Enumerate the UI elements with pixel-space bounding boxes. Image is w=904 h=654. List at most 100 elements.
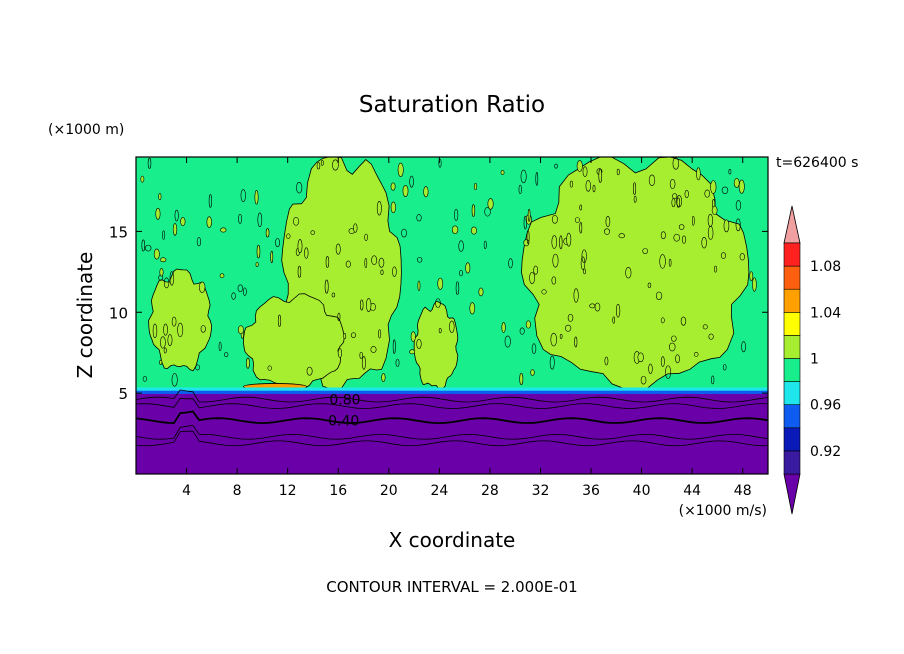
speckle-contour	[527, 208, 531, 222]
speckle-contour	[710, 180, 717, 194]
speckle-contour	[531, 343, 537, 354]
speckle-contour	[723, 219, 730, 233]
contour-line-label: 0.40	[328, 414, 359, 430]
y-tick-label: 5	[118, 385, 128, 403]
speckle-contour	[470, 226, 477, 235]
chart-title: Saturation Ratio	[359, 92, 545, 118]
speckle-contour	[618, 233, 625, 239]
colorbar-cell	[783, 288, 801, 313]
speckle-contour	[549, 355, 555, 370]
speckle-contour	[707, 225, 714, 240]
speckle-contour	[701, 237, 707, 249]
x-tick-label: 8	[233, 483, 242, 499]
speckle-contour	[541, 289, 547, 295]
speckle-contour	[655, 291, 663, 300]
contour-interval-label: CONTOUR INTERVAL = 2.000E-01	[326, 578, 577, 596]
speckle-contour	[378, 329, 382, 339]
speckle-contour	[672, 157, 680, 170]
speckle-contour	[616, 168, 620, 176]
speckle-contour	[465, 262, 471, 274]
speckle-contour	[519, 327, 525, 335]
contour-line	[135, 389, 769, 403]
speckle-contour	[665, 365, 672, 379]
speckle-contour	[402, 185, 409, 197]
x-tick-label: 12	[279, 483, 297, 499]
speckle-contour	[640, 375, 647, 385]
speckle-contour	[297, 239, 303, 254]
speckle-contour	[668, 342, 676, 352]
colorbar-tick-label: 1.08	[810, 259, 841, 275]
colorbar-tick-label: 0.96	[810, 398, 841, 414]
speckle-contour	[220, 227, 227, 233]
speckle-contour	[582, 166, 588, 177]
speckle-contour	[360, 299, 364, 311]
speckle-contour	[409, 175, 414, 188]
speckle-contour	[167, 334, 173, 346]
speckle-contour	[163, 277, 170, 289]
speckle-contour	[395, 358, 400, 367]
speckle-contour	[238, 213, 243, 224]
speckle-contour	[749, 271, 754, 282]
colorbar-cell	[783, 427, 801, 452]
colorbar-cell	[783, 265, 801, 290]
y-tick-label: 15	[109, 223, 128, 241]
speckle-contour	[160, 257, 167, 263]
speckle-contour	[565, 324, 572, 332]
speckle-contour	[633, 182, 637, 195]
speckle-contour	[604, 356, 609, 366]
speckle-contour	[316, 162, 321, 170]
speckle-contour	[615, 303, 621, 318]
speckle-contour	[714, 265, 718, 273]
speckle-contour	[438, 158, 442, 168]
speckle-contour	[171, 316, 177, 327]
speckle-contour	[672, 193, 678, 200]
speckle-contour	[246, 357, 250, 369]
speckle-contour	[711, 375, 715, 385]
speckle-contour	[381, 373, 386, 382]
speckle-contour	[270, 250, 274, 264]
time-label: t=626400 s	[776, 155, 858, 171]
speckle-contour	[696, 167, 701, 181]
speckle-contour	[255, 262, 259, 267]
speckle-contour	[484, 207, 491, 217]
speckle-contour	[708, 333, 714, 340]
speckle-contour	[158, 193, 162, 201]
x-tick-label: 24	[430, 483, 448, 499]
speckle-contour	[523, 215, 527, 230]
x-tick-label: 40	[633, 483, 651, 499]
speckle-contour	[550, 332, 557, 347]
contour-line	[135, 397, 769, 409]
speckle-contour	[286, 233, 291, 239]
speckle-contour	[163, 323, 168, 336]
speckle-contour	[198, 281, 206, 293]
speckle-contour	[721, 186, 729, 194]
speckle-contour	[306, 366, 313, 376]
colorbar-cell	[783, 450, 801, 475]
speckle-contour	[416, 214, 422, 222]
speckle-contour	[267, 365, 272, 371]
speckle-contour	[487, 198, 494, 210]
contour-line	[135, 410, 769, 425]
speckle-contour	[637, 352, 644, 363]
speckle-contour	[551, 215, 558, 224]
speckle-contour	[519, 372, 524, 386]
speckle-contour	[574, 217, 580, 223]
speckle-contour	[603, 228, 611, 235]
speckle-contour	[529, 272, 536, 284]
speckle-contour	[353, 223, 358, 233]
speckle-contour	[147, 157, 152, 169]
speckle-contour	[332, 159, 339, 171]
speckle-contour	[401, 228, 407, 238]
speckle-contour	[237, 325, 244, 335]
speckle-contour	[160, 336, 166, 349]
speckle-contour	[552, 253, 559, 268]
speckle-contour	[455, 281, 460, 296]
speckle-contour	[738, 179, 745, 194]
speckle-contour	[174, 209, 179, 222]
speckle-contour	[554, 163, 558, 169]
speckle-contour	[206, 216, 212, 228]
colorbar-cell	[783, 381, 801, 406]
speckle-contour	[451, 225, 459, 235]
speckle-contour	[675, 354, 680, 364]
